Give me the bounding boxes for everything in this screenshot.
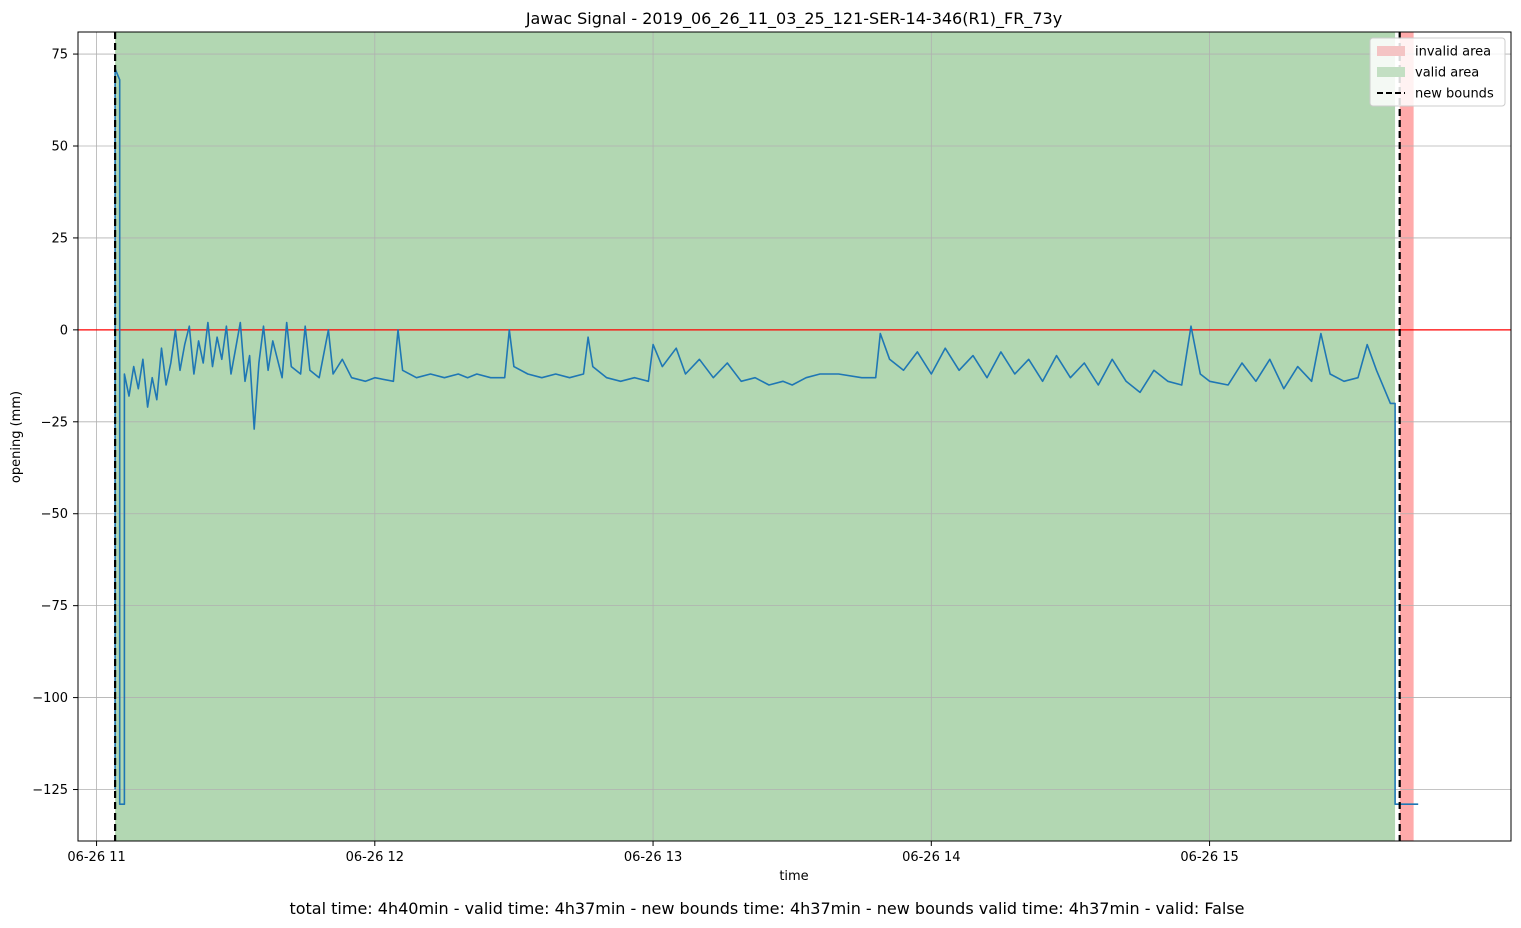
y-tick-label: 25 [51, 231, 68, 246]
legend-swatch [1377, 46, 1405, 56]
valid-area [115, 32, 1396, 841]
x-tick-label: 06-26 12 [346, 850, 404, 865]
y-tick-label: −75 [41, 599, 68, 614]
invalid-area [1399, 32, 1414, 841]
new-bounds-lines [114, 32, 1401, 841]
legend: invalid area valid area new bounds [1369, 37, 1506, 107]
x-tick-label: 06-26 14 [902, 850, 960, 865]
x-axis-ticks: 06-26 11 06-26 12 06-26 13 06-26 14 06-26 15 [67, 841, 1239, 865]
y-tick-label: −100 [32, 691, 68, 706]
x-tick-label: 06-26 13 [624, 850, 682, 865]
y-tick-label: 0 [60, 323, 68, 338]
y-tick-label: −50 [41, 507, 68, 522]
y-axis-ticks: 75 50 25 0 −25 −50 −75 −100 −125 [32, 48, 78, 798]
summary-note: total time: 4h40min - valid time: 4h37mi… [289, 899, 1244, 918]
legend-label: valid area [1415, 66, 1479, 81]
x-tick-label: 06-26 11 [67, 850, 125, 865]
y-tick-label: 50 [51, 139, 68, 154]
y-axis-label: opening (mm) [9, 391, 24, 483]
x-axis-label: time [779, 869, 808, 884]
y-tick-label: −25 [41, 415, 68, 430]
plot-area [77, 31, 1512, 842]
legend-swatch [1377, 67, 1405, 77]
chart-title: Jawac Signal - 2019_06_26_11_03_25_121-S… [525, 9, 1062, 29]
signal-series-line [114, 68, 1419, 806]
plot-frame [77, 31, 1512, 842]
legend-label: invalid area [1415, 45, 1491, 60]
x-tick-label: 06-26 15 [1180, 850, 1238, 865]
legend-label: new bounds [1415, 87, 1494, 102]
y-tick-label: −125 [32, 783, 68, 798]
y-tick-label: 75 [51, 48, 68, 63]
